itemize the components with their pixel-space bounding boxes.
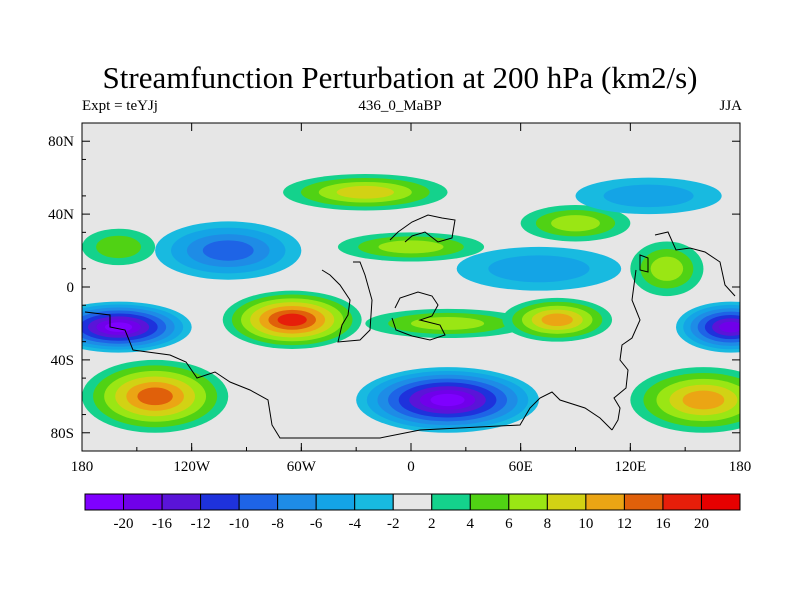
contour-band <box>682 390 725 410</box>
experiment-label: Expt = teYJj <box>82 98 158 114</box>
colorbar-label: -2 <box>387 516 400 532</box>
contour-band <box>277 313 307 326</box>
anomaly-cell <box>356 367 539 433</box>
contour-band <box>336 185 394 199</box>
x-tick-label: 60W <box>287 459 317 475</box>
colorbar-box <box>161 493 202 511</box>
y-tick-label: 80N <box>48 134 74 150</box>
anomaly-cell <box>222 290 362 349</box>
anomaly-cell <box>502 297 613 342</box>
anomaly-cell <box>630 367 740 433</box>
colorbar-label: 2 <box>428 516 436 532</box>
anomaly-cell <box>676 301 740 353</box>
contour-band <box>541 313 573 327</box>
colorbar-box <box>84 493 125 511</box>
colorbar-box <box>200 493 240 511</box>
colorbar-box <box>123 493 163 511</box>
y-tick-label: 40N <box>48 207 74 223</box>
coastline-segment <box>639 254 649 273</box>
y-tick-label: 80S <box>51 426 74 442</box>
colorbar-label: 12 <box>617 516 632 532</box>
x-tick-label: 180 <box>729 459 752 475</box>
contour-band <box>551 215 600 232</box>
case-label: 436_0_MaBP <box>358 98 442 114</box>
coastline-segment <box>654 231 736 297</box>
coastline-segment <box>321 261 373 343</box>
contour-band <box>411 316 485 330</box>
contour-band <box>603 184 694 208</box>
season-label: JJA <box>719 98 742 114</box>
anomaly-cell <box>630 241 704 297</box>
anomaly-cell <box>575 177 722 215</box>
x-tick-label: 0 <box>407 459 415 475</box>
colorbar-label: 10 <box>578 516 593 532</box>
y-tick-label: 40S <box>51 353 74 369</box>
x-tick-label: 120W <box>173 459 211 475</box>
contour-field <box>82 123 740 451</box>
anomaly-cell <box>456 246 622 291</box>
colorbar-box <box>238 493 279 511</box>
colorbar-label: 8 <box>544 516 552 532</box>
contour-band <box>719 321 740 333</box>
coastline-segment <box>611 269 641 431</box>
colorbar-label: -20 <box>114 516 134 532</box>
colorbar-label: -12 <box>191 516 211 532</box>
coastline-outline <box>84 214 736 439</box>
anomaly-cell <box>82 228 156 266</box>
contour-band <box>430 393 465 407</box>
contour-band <box>137 387 173 406</box>
colorbar-box <box>277 493 317 511</box>
colorbar-box <box>585 493 625 511</box>
anomaly-cell <box>82 359 229 433</box>
colorbar-box <box>354 493 394 511</box>
x-tick-label: 180 <box>71 459 94 475</box>
colorbar-box <box>662 493 702 511</box>
contour-band <box>378 240 444 254</box>
contour-band <box>104 322 133 332</box>
coastline-segment <box>84 311 613 439</box>
colorbar-label: -10 <box>229 516 249 532</box>
x-tick-label: 60E <box>509 459 533 475</box>
axis-ticks: 180 120W 60W 0 60E 120E 180 80N 40N 0 40S 80S <box>48 122 752 475</box>
colorbar-label: -16 <box>152 516 172 532</box>
colorbar-box <box>392 493 433 511</box>
coastline-segment <box>389 214 456 243</box>
colorbar-label: 20 <box>694 516 709 532</box>
colorbar-label: -8 <box>271 516 284 532</box>
y-tick-label: 0 <box>67 280 75 296</box>
colorbar-label: -6 <box>310 516 323 532</box>
x-tick-label: 120E <box>614 459 646 475</box>
contour-band <box>96 235 142 259</box>
contour-band <box>488 255 590 283</box>
anomaly-cell <box>520 205 631 242</box>
colorbar-box <box>431 493 471 511</box>
anomaly-cell <box>82 301 192 353</box>
anomaly-cell <box>155 221 302 280</box>
anomaly-cell <box>283 174 448 211</box>
anomaly-cell <box>365 308 530 339</box>
colorbar-label: 16 <box>655 516 671 532</box>
colorbar-box <box>546 493 587 511</box>
coastline-segment <box>391 291 446 341</box>
colorbar-box <box>508 493 548 511</box>
colorbar-box <box>469 493 510 511</box>
colorbar-box <box>623 493 664 511</box>
colorbar-box <box>315 493 356 511</box>
colorbar-label: 4 <box>467 516 475 532</box>
colorbar-box <box>700 493 741 511</box>
colorbar: -20 -16 -12 -10 -8 -6 -4 -2 2 4 6 8 10 12 16 20 <box>84 493 741 532</box>
colorbar-label: -4 <box>348 516 361 532</box>
chart-title: Streamfunction Perturbation at 200 hPa (… <box>102 60 698 95</box>
colorbar-label: 6 <box>505 516 513 532</box>
contour-band <box>202 240 254 261</box>
contour-band <box>650 256 684 281</box>
